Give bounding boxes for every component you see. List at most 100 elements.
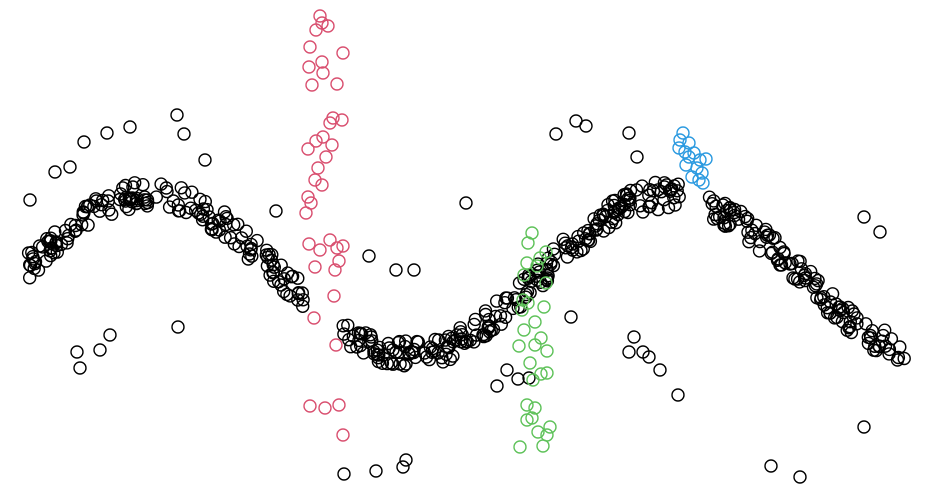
sine-band-point: [657, 192, 671, 207]
sine-band-point: [341, 318, 355, 332]
sine-band-point: [170, 108, 184, 122]
green-column-point: [525, 411, 539, 425]
sine-band-point: [171, 198, 186, 212]
sine-band-point: [231, 217, 245, 232]
sine-band-point: [484, 323, 498, 338]
sine-band-point: [127, 176, 142, 190]
green-column-point: [520, 398, 534, 412]
red-column-point: [319, 150, 333, 164]
sine-band-point: [702, 190, 717, 204]
red-column-point: [305, 78, 319, 92]
sine-band-point: [622, 126, 636, 140]
green-column-point: [539, 276, 553, 290]
sine-band-point: [384, 356, 398, 370]
sine-band-point: [560, 250, 575, 264]
sine-band-point: [499, 291, 513, 305]
green-column-point: [543, 420, 557, 434]
red-column-point: [316, 130, 330, 144]
sine-band-point: [621, 205, 635, 220]
sine-band-point: [402, 347, 416, 361]
sine-band-point: [540, 274, 555, 288]
sine-band-point: [239, 224, 254, 238]
red-column-point: [332, 398, 346, 412]
green-column-point: [531, 425, 545, 439]
sine-band-point: [727, 202, 742, 217]
green-column-point: [523, 356, 537, 370]
blue-cluster-point: [693, 153, 707, 167]
sine-band-point: [719, 203, 734, 218]
sine-band-point: [60, 231, 75, 246]
sine-band-point: [460, 335, 474, 349]
sine-band-point: [468, 312, 483, 327]
sine-band-point: [48, 165, 62, 179]
sine-band-point: [602, 220, 616, 235]
sine-band-point: [890, 353, 905, 367]
sine-band-point: [63, 160, 77, 174]
red-column-point: [336, 46, 350, 60]
blue-cluster-point: [673, 133, 687, 147]
sine-band-point: [381, 336, 395, 351]
sine-band-point: [760, 228, 775, 243]
red-column-point: [313, 9, 327, 23]
sine-band-point: [745, 223, 759, 237]
red-column-point: [309, 23, 323, 37]
green-column-point: [528, 338, 542, 352]
sine-band-point: [419, 350, 434, 364]
green-column-point: [537, 300, 551, 314]
sine-band-point: [396, 460, 410, 474]
sine-band-point: [793, 470, 807, 484]
sine-band-point: [845, 304, 859, 318]
red-column-point: [308, 260, 322, 274]
sine-band-point: [179, 205, 193, 220]
sine-band-point: [73, 361, 87, 375]
sine-band-point: [337, 467, 351, 481]
sine-band-point: [177, 127, 191, 141]
sine-band-point: [477, 327, 491, 342]
sine-band-point: [177, 186, 192, 200]
sine-band-point: [783, 257, 797, 271]
sine-band-point: [428, 332, 442, 347]
sine-band-point: [577, 226, 591, 240]
green-column-point: [520, 256, 534, 270]
red-column-point: [323, 116, 337, 130]
sine-band-point: [723, 217, 737, 231]
sine-band-point: [873, 225, 887, 239]
sine-band-point: [793, 254, 807, 269]
sine-band-point: [399, 357, 413, 371]
sine-band-point: [295, 286, 309, 300]
red-column-point: [335, 113, 349, 127]
sine-band-point: [23, 271, 37, 285]
sine-band-point: [68, 218, 83, 233]
sine-band-point: [564, 310, 578, 324]
sine-band-point: [81, 218, 95, 232]
sine-band-point: [806, 280, 821, 294]
sine-band-point: [344, 340, 358, 354]
sine-band-point: [636, 205, 650, 219]
sine-band-point: [857, 210, 871, 224]
sine-band-point: [579, 119, 593, 133]
plot-area: [21, 9, 911, 484]
sine-band-point: [94, 197, 109, 212]
sine-band-point: [166, 194, 181, 208]
sine-band-point: [857, 420, 871, 434]
sine-band-point: [193, 192, 207, 207]
green-column-point: [515, 303, 529, 317]
sine-band-point: [443, 352, 457, 367]
sine-band-point: [619, 187, 634, 201]
sine-band-point: [205, 216, 220, 231]
sine-band-point: [198, 153, 212, 167]
sine-band-point: [70, 345, 84, 359]
sine-band-point: [859, 317, 873, 331]
sine-band-point: [393, 357, 407, 371]
sine-band-point: [622, 345, 636, 359]
sine-band-point: [138, 196, 153, 211]
sine-band-point: [868, 339, 882, 353]
green-column-point: [530, 259, 544, 273]
sine-band-point: [511, 372, 525, 386]
sine-band-point: [581, 233, 595, 247]
sine-band-point: [623, 183, 638, 198]
sine-band-point: [100, 126, 114, 140]
sine-band-point: [104, 207, 119, 221]
sine-band-point: [267, 260, 281, 274]
red-column-point: [316, 66, 330, 80]
